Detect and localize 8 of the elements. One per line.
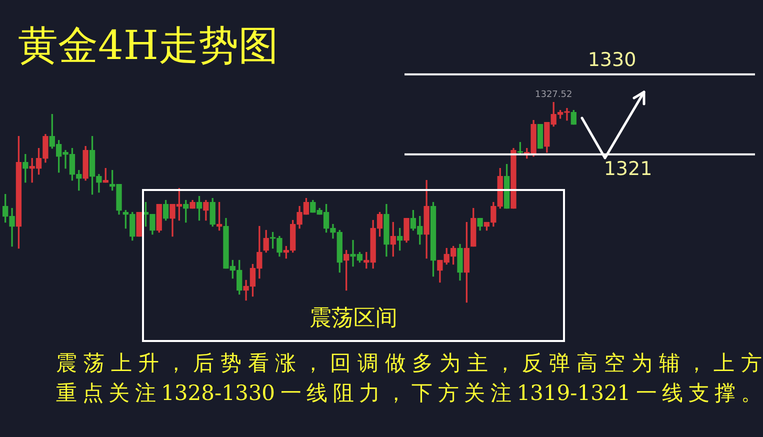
rectangle-outline: 震荡区间	[142, 189, 565, 342]
annotation: 1327.52	[534, 90, 572, 100]
annotation: 1330	[588, 48, 636, 71]
text: 震荡区间	[308, 305, 398, 333]
text: 震荡上升，后势看涨，回调做多为主，反弹高空为辅，上方	[56, 350, 762, 377]
annotation: 1321	[604, 158, 652, 180]
chart-title: 黄金4H走势图	[18, 22, 278, 71]
text: 重点关注1328-1330一线阻力，下方关注1319-1321一线支撑。	[56, 380, 762, 407]
